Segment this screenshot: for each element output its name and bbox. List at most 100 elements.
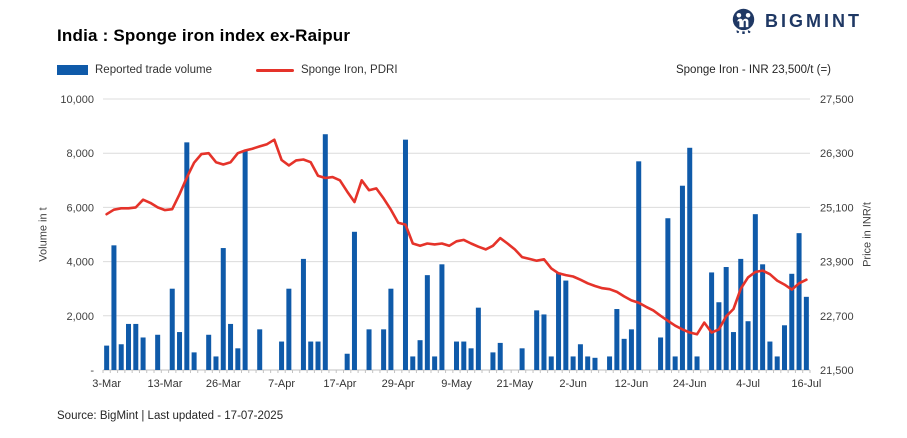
left-axis-tick-label: 6,000 [66,202,94,214]
x-axis-tick-label: 12-Jun [615,378,649,390]
volume-bar [585,356,591,370]
volume-bar [235,348,241,370]
volume-bar [694,356,700,370]
volume-swatch-icon [57,65,88,75]
x-axis-tick-label: 9-May [441,378,472,390]
volume-bar [716,302,722,370]
volume-bar [548,356,554,370]
volume-bar [439,264,445,370]
volume-bar [381,329,387,370]
volume-bar [636,161,642,370]
volume-bar [468,348,474,370]
volume-bar [410,356,416,370]
volume-bar [228,323,234,370]
legend: Reported trade volume Sponge Iron, PDRI [57,64,398,76]
volume-bar [118,344,124,370]
volume-bar [614,309,620,370]
volume-bar [213,356,219,370]
volume-bar [672,356,678,370]
x-axis-tick-label: 17-Apr [323,378,356,390]
volume-bar [767,341,773,370]
volume-bar [461,341,467,370]
left-axis-tick-label: - [90,365,94,377]
volume-bar [155,334,161,370]
right-axis-tick-label: 26,300 [820,148,854,160]
right-axis-tick-label: 27,500 [820,94,854,106]
volume-bar [628,329,634,370]
volume-bar [257,329,263,370]
volume-bar [388,288,394,370]
chart-title: India : Sponge iron index ex-Raipur [57,26,351,45]
volume-bar [665,218,671,370]
volume-bar [752,214,758,370]
volume-bar [220,248,226,370]
legend-item-volume: Reported trade volume [57,64,212,76]
right-axis-tick-label: 21,500 [820,365,854,377]
volume-bar [424,275,430,370]
left-axis-tick-label: 8,000 [66,148,94,160]
volume-bar [781,325,787,370]
volume-bar [133,323,139,370]
volume-bar [490,352,496,370]
bigmint-logo-text: BIGMINT [765,10,862,31]
volume-bar [563,280,569,370]
left-axis-tick-label: 10,000 [60,94,94,106]
price-line [105,138,808,336]
volume-bar [126,323,132,370]
volume-bar [104,345,110,370]
right-axis-title: Price in INR/t [861,202,874,267]
volume-bar [191,352,197,370]
right-axis-tick-label: 23,900 [820,257,854,269]
volume-bar [760,264,766,370]
latest-price-annotation: Sponge Iron - INR 23,500/t (=) [675,64,831,76]
volume-bar [315,341,321,370]
volume-bar [169,288,175,370]
volume-bar [803,296,809,370]
volume-bar [534,310,540,370]
source-note: Source: BigMint | Last updated - 17-07-2… [57,410,284,422]
x-axis-tick-label: 2-Jun [559,378,587,390]
legend-volume-label: Reported trade volume [95,64,212,76]
bigmint-logo-icon [732,8,755,34]
volume-bar [454,341,459,370]
volume-bar [344,353,350,370]
legend-item-price: Sponge Iron, PDRI [255,64,398,76]
volume-bar [519,348,525,370]
volume-bar [738,258,744,370]
volume-bar [592,357,598,370]
volume-bar [556,272,562,370]
volume-bar [577,344,583,370]
volume-bar [279,341,285,370]
volume-bar [206,334,212,370]
x-axis-tick-label: 16-Jul [791,378,821,390]
volume-bar [417,340,423,370]
volume-bar [774,356,780,370]
x-axis-tick-label: 3-Mar [92,378,121,390]
price-line-swatch-icon [255,68,294,72]
left-axis-tick-label: 4,000 [66,257,94,269]
volume-bar [658,337,664,370]
volume-bar [570,356,576,370]
volume-bar [607,356,613,370]
volume-bar [709,272,715,370]
volume-bar [140,337,146,370]
volume-bar [242,150,248,370]
volume-bar [730,332,736,370]
volume-bar [541,314,547,370]
volume-bar [402,139,408,370]
volume-bar [322,134,328,370]
x-axis-tick-label: 4-Jul [736,378,760,390]
volume-bar [796,233,802,370]
x-axis-tick-label: 24-Jun [673,378,707,390]
volume-bar [745,321,751,370]
bigmint-logo: BIGMINT [730,8,862,34]
volume-bar [184,142,190,370]
right-axis-tick-label: 25,100 [820,202,854,214]
volume-bar [286,288,292,370]
x-axis-tick-label: 21-May [496,378,533,390]
volume-bar [308,341,314,370]
legend-price-label: Sponge Iron, PDRI [300,64,398,76]
volume-bar [687,147,693,370]
